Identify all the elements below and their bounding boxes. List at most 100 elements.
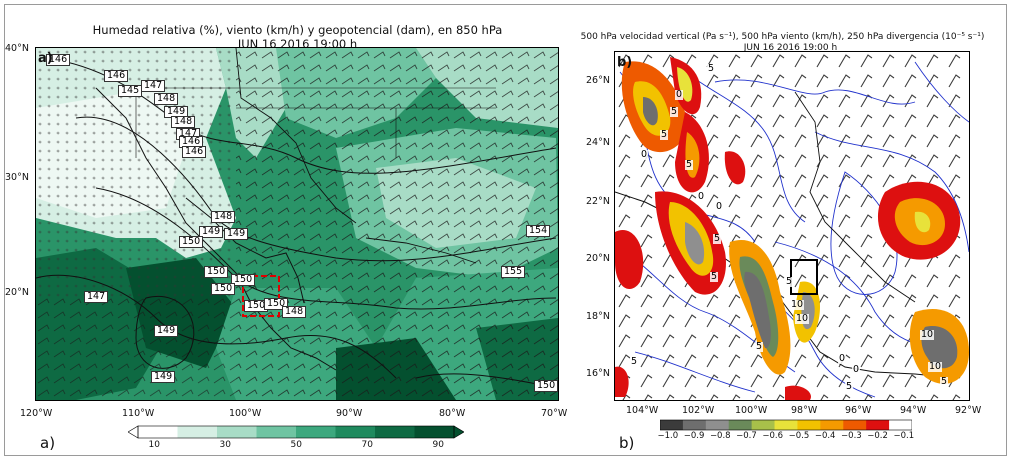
- colorbar-a: [128, 425, 464, 439]
- colorbar-tick-label: −0.6: [762, 431, 784, 441]
- contour-label: 10: [920, 329, 935, 340]
- map-panel-b: 0 5 5 0 5 0 5 5 5 10 5 10 0 5 5 0 10 10 5 0 5: [614, 51, 970, 401]
- contour-label: 155: [501, 266, 526, 278]
- map-a-canvas: [36, 48, 558, 400]
- colorbar-swatch: [889, 420, 912, 430]
- lon-label: 100°W: [735, 405, 768, 416]
- colorbar-tick-label: −1.0: [657, 431, 679, 441]
- colorbar-swatch: [414, 426, 455, 438]
- lon-label: 98°W: [791, 405, 818, 416]
- lat-label: 18°N: [586, 311, 610, 322]
- lon-label: 100°W: [229, 408, 262, 419]
- lon-label: 120°W: [20, 408, 53, 419]
- lon-label: 92°W: [955, 405, 982, 416]
- colorbar-swatch: [375, 426, 415, 438]
- colorbar-swatch: [774, 420, 798, 430]
- contour-label: 146: [46, 54, 71, 66]
- contour-label: 0: [640, 149, 649, 160]
- colorbar-swatch: [705, 420, 730, 430]
- contour-label: 10: [928, 361, 943, 372]
- colorbar-b: [660, 419, 912, 431]
- contour-label: 5: [755, 341, 764, 352]
- lat-label: 26°N: [586, 75, 610, 86]
- colorbar-swatch: [296, 426, 336, 438]
- colorbar-swatch: [866, 420, 890, 430]
- contour-label: 0: [715, 201, 724, 212]
- panel-b-title: 500 hPa velocidad vertical (Pa s⁻¹), 500…: [580, 32, 985, 42]
- lat-label: 22°N: [586, 196, 610, 207]
- figure-frame: [4, 4, 1007, 456]
- colorbar-swatch: [751, 420, 776, 430]
- contour-label: 148: [171, 116, 196, 128]
- contour-label: 150: [534, 380, 558, 392]
- contour-label: 0: [838, 353, 847, 364]
- contour-label: 5: [630, 356, 639, 367]
- colorbar-arrow-right: [453, 425, 464, 439]
- contour-label: 148: [211, 211, 236, 223]
- colorbar-tick-label: −0.2: [867, 431, 888, 441]
- lon-label: 110°W: [122, 408, 155, 419]
- contour-label: 147: [84, 291, 109, 303]
- contour-label: 149: [224, 228, 249, 240]
- contour-label: 0: [852, 364, 861, 375]
- contour-label: 10: [790, 299, 805, 310]
- panel-b-label: b): [619, 434, 635, 452]
- contour-label: 150: [179, 236, 204, 248]
- panel-a-inner-tag: a): [38, 51, 53, 66]
- colorbar-outline: [660, 419, 912, 431]
- lon-label: 94°W: [900, 405, 927, 416]
- panel-a-label: a): [40, 434, 56, 452]
- colorbar-tick-label: −0.1: [893, 431, 915, 441]
- contour-label: 5: [660, 129, 669, 140]
- colorbar-swatch: [138, 426, 178, 438]
- lat-label: 20°N: [586, 253, 610, 264]
- colorbar-swatch: [820, 420, 844, 430]
- colorbar-swatch: [728, 420, 753, 430]
- colorbar-swatch: [843, 420, 867, 430]
- contour-label: 5: [713, 233, 722, 244]
- colorbar-arrow-left: [128, 425, 139, 439]
- lat-label: 16°N: [586, 368, 610, 379]
- lat-label: 40°N: [5, 43, 29, 54]
- contour-label: 5: [710, 271, 719, 282]
- panel-b-timestamp: JUN 16 2016 19:00 h: [743, 43, 838, 53]
- contour-label: 149: [199, 226, 224, 238]
- colorbar-tick-label: 70: [361, 440, 373, 450]
- panel-b-inner-tag: b): [617, 55, 633, 70]
- contour-label: 147: [141, 80, 166, 92]
- contour-label: 150: [211, 283, 236, 295]
- contour-label: 145: [118, 85, 143, 97]
- lon-label: 70°W: [541, 408, 568, 419]
- colorbar-tick-label: −0.5: [788, 431, 810, 441]
- colorbar-outline: [137, 425, 455, 439]
- contour-label: 5: [940, 376, 949, 387]
- contour-label: 150: [204, 266, 229, 278]
- contour-label: 146: [182, 146, 207, 158]
- panel-a-title: Humedad relativa (%), viento (km/h) y ge…: [92, 23, 503, 37]
- colorbar-tick-label: 10: [148, 440, 160, 450]
- contour-label: 10: [795, 313, 810, 324]
- lon-label: 80°W: [439, 408, 466, 419]
- colorbar-tick-label: −0.4: [814, 431, 836, 441]
- lon-label: 102°W: [682, 405, 715, 416]
- contour-label: 148: [282, 306, 307, 318]
- colorbar-swatch: [335, 426, 376, 438]
- colorbar-swatch: [660, 420, 684, 430]
- contour-label: 150: [231, 274, 256, 286]
- colorbar-tick-label: −0.8: [709, 431, 731, 441]
- contour-label: 5: [707, 63, 716, 74]
- contour-label: 0: [697, 191, 706, 202]
- contour-label: 154: [526, 225, 551, 237]
- colorbar-tick-label: 50: [290, 440, 302, 450]
- contour-label: 0: [675, 89, 684, 100]
- contour-label: 146: [104, 70, 129, 82]
- colorbar-swatch: [256, 426, 297, 438]
- contour-label: 5: [685, 159, 694, 170]
- colorbar-tick-label: 90: [432, 440, 444, 450]
- lon-label: 90°W: [336, 408, 363, 419]
- colorbar-swatch: [682, 420, 707, 430]
- map-b-canvas: [615, 52, 969, 400]
- lon-label: 96°W: [845, 405, 872, 416]
- colorbar-tick-label: 30: [219, 440, 231, 450]
- colorbar-swatch: [797, 420, 821, 430]
